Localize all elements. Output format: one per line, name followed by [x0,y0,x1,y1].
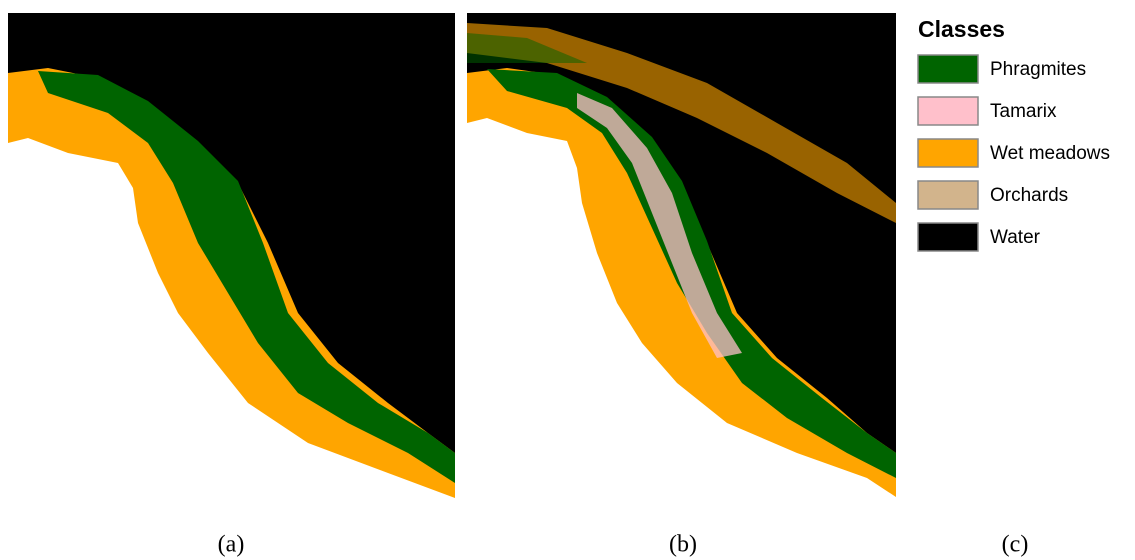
map-a [8,13,455,513]
caption: (c) [1002,532,1029,558]
legend-swatch [918,97,978,125]
legend-label: Tamarix [990,101,1057,122]
legend-label: Wet meadows [990,143,1110,164]
legend-label: Water [990,227,1041,248]
map-b [467,13,896,497]
caption: (b) [669,532,697,558]
legend-swatch [918,181,978,209]
legend-title: Classes [918,16,1005,42]
legend: Classes Phragmites Tamarix Wet meadows Orch… [918,16,1110,251]
legend-swatch [918,223,978,251]
caption: (a) [218,532,245,558]
legend-swatch [918,55,978,83]
legend-label: Orchards [990,185,1068,206]
legend-swatch [918,139,978,167]
legend-label: Phragmites [990,59,1086,80]
figure: Classes Phragmites Tamarix Wet meadows Orch… [0,0,1135,560]
